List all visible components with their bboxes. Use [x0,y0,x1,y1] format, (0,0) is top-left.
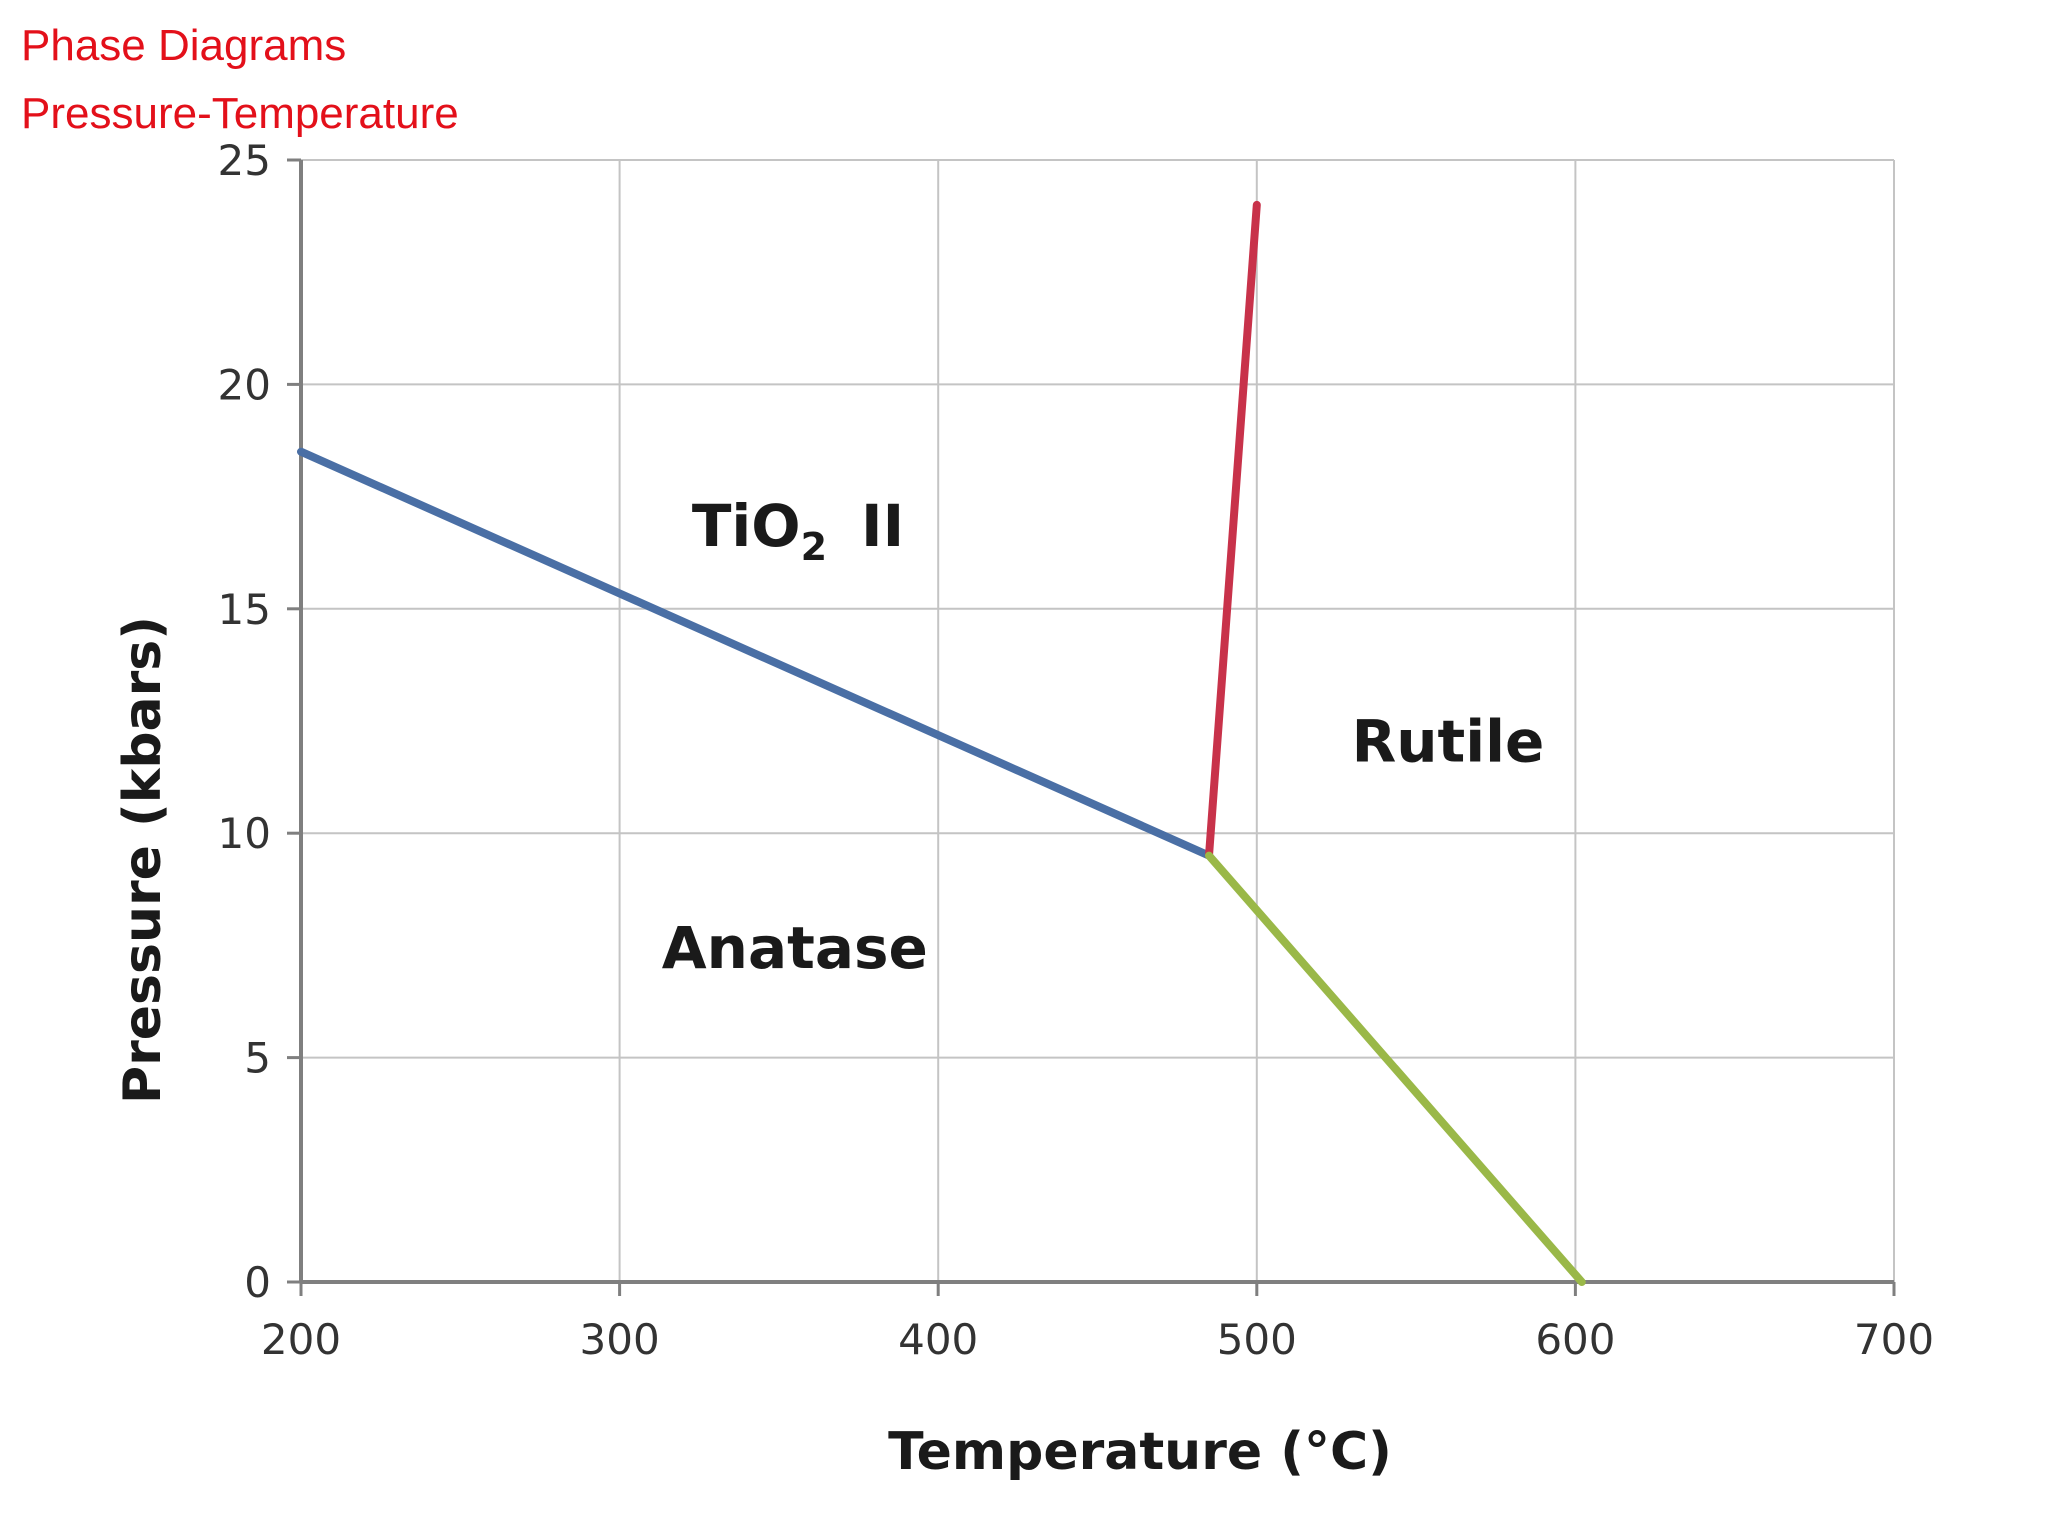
y-tick-label: 15 [218,585,271,634]
y-tick-label: 0 [244,1258,271,1307]
title-line-1: Phase Diagrams [21,21,347,70]
y-tick-label: 10 [218,809,271,858]
y-tick-labels: 0 5 10 15 20 25 [218,136,271,1307]
region-labels: TiO2 II Rutile Anatase [662,492,1545,982]
x-tick-labels: 200 300 400 500 600 700 [261,1315,1934,1364]
title-line-2: Pressure-Temperature [21,89,459,138]
x-tick-label: 400 [898,1315,978,1364]
grid-lines [300,159,1895,1283]
phase-boundary-line [297,447,1213,860]
y-axis-title: Pressure (kbars) [113,616,173,1104]
y-tick-label: 5 [244,1034,271,1083]
x-tick-label: 200 [261,1315,341,1364]
y-tick-label: 25 [218,136,271,185]
x-tick-label: 600 [1535,1315,1615,1364]
phase-boundary-line [1205,200,1261,860]
region-label: TiO2 II [692,492,904,569]
y-tick-label: 20 [218,360,271,409]
region-label: Rutile [1352,707,1545,775]
region-label: Anatase [662,914,928,982]
phase-boundaries [297,200,1586,1286]
x-tick-label: 500 [1217,1315,1297,1364]
x-tick-label: 300 [580,1315,660,1364]
x-axis-title: Temperature (°C) [888,1422,1392,1482]
phase-boundary-line [1205,851,1586,1286]
axes [287,158,1896,1296]
x-tick-label: 700 [1854,1315,1934,1364]
